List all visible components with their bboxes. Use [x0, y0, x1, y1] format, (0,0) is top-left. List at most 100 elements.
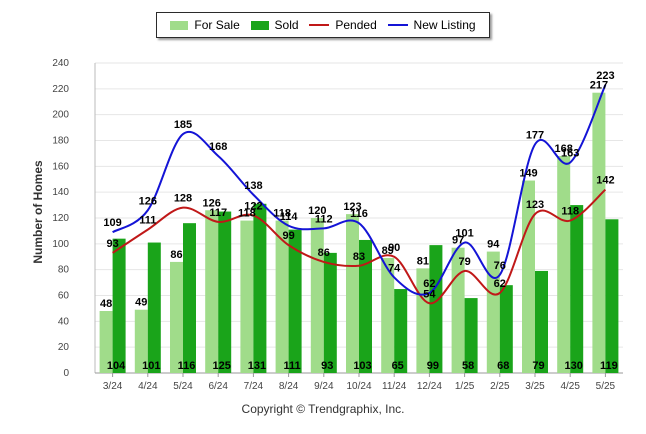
x-tick-label: 4/24 [138, 381, 158, 392]
x-tick-label: 3/25 [525, 381, 545, 392]
bar-sold [288, 229, 302, 373]
legend-label-new-listing: New Listing [413, 18, 476, 32]
bar-sold [605, 219, 619, 373]
bar-for-sale [205, 210, 219, 373]
data-label-for-sale: 89 [382, 245, 394, 257]
bar-sold [499, 285, 513, 373]
legend-swatch-new-listing [387, 24, 408, 26]
data-label-sold: 103 [353, 360, 371, 372]
data-label-sold: 104 [107, 360, 126, 372]
legend-item-sold: Sold [250, 18, 299, 32]
data-label-pended: 123 [526, 199, 544, 211]
y-tick-label: 40 [58, 316, 70, 327]
copyright-text: Copyright © Trendgraphix, Inc. [241, 402, 405, 416]
y-tick-label: 240 [52, 58, 69, 69]
data-label-for-sale: 149 [519, 168, 537, 180]
data-label-for-sale: 118 [238, 208, 256, 220]
data-label-pended: 54 [423, 288, 436, 300]
data-label-for-sale: 81 [417, 255, 429, 267]
bar-sold [253, 203, 267, 373]
data-label-new-listing: 116 [350, 208, 368, 220]
bar-for-sale [99, 311, 113, 373]
data-label-for-sale: 97 [452, 235, 464, 247]
y-tick-label: 220 [52, 84, 69, 95]
data-label-for-sale: 120 [308, 205, 326, 217]
legend-item-for-sale: For Sale [170, 18, 240, 32]
data-label-sold: 131 [248, 360, 266, 372]
bar-for-sale [275, 220, 289, 373]
x-tick-label: 11/24 [382, 381, 407, 392]
legend-label-sold: Sold [274, 18, 299, 32]
data-label-pended: 83 [353, 251, 365, 263]
data-label-sold: 65 [392, 360, 404, 372]
data-label-sold: 58 [462, 360, 474, 372]
bar-sold [218, 211, 232, 373]
legend-label-for-sale: For Sale [194, 18, 240, 32]
bar-for-sale [522, 180, 535, 373]
bar-sold [464, 298, 478, 373]
data-label-new-listing: 138 [244, 180, 262, 192]
x-tick-label: 3/24 [103, 381, 123, 392]
legend-swatch-pended [309, 24, 330, 26]
data-label-for-sale: 217 [590, 80, 608, 92]
data-label-pended: 90 [388, 242, 400, 254]
bar-for-sale [240, 220, 254, 373]
bar-for-sale [486, 251, 500, 373]
data-label-sold: 111 [284, 360, 301, 372]
data-label-sold: 130 [565, 360, 583, 372]
legend-item-new-listing: New Listing [387, 18, 476, 32]
data-label-pended: 128 [174, 193, 192, 205]
legend-item-pended: Pended [309, 18, 377, 32]
data-label-pended: 99 [282, 230, 294, 242]
data-label-pended: 86 [318, 247, 330, 259]
data-label-sold: 119 [600, 360, 618, 372]
data-label-new-listing: 74 [388, 262, 401, 274]
data-label-sold: 99 [427, 360, 439, 372]
data-label-for-sale: 94 [487, 239, 500, 251]
data-label-pended: 111 [139, 215, 156, 227]
data-label-sold: 93 [321, 360, 333, 372]
data-label-new-listing: 114 [280, 211, 299, 223]
data-label-new-listing: 112 [315, 213, 333, 225]
y-tick-label: 0 [63, 368, 69, 379]
x-tick-label: 5/25 [596, 381, 616, 392]
bar-sold [323, 252, 337, 373]
line-new-listing [112, 84, 607, 296]
bar-sold [147, 242, 161, 373]
bar-for-sale [346, 214, 359, 373]
y-tick-label: 100 [52, 239, 69, 250]
y-tick-label: 20 [58, 342, 70, 353]
legend-swatch-sold [250, 20, 269, 30]
data-label-new-listing: 177 [526, 129, 544, 141]
legend: For Sale Sold Pended New Listing [156, 12, 490, 38]
data-label-for-sale: 118 [273, 208, 291, 220]
bar-for-sale [592, 92, 606, 373]
data-label-new-listing: 223 [596, 70, 614, 82]
x-tick-label: 4/25 [560, 381, 580, 392]
data-labels: 48 104 93 109 49 101 111 126 86 116 128 185 126 125 11… [100, 70, 618, 372]
x-tick-label: 10/24 [346, 381, 371, 392]
x-tick-label: 6/24 [208, 381, 228, 392]
data-label-sold: 101 [142, 360, 160, 372]
x-tick-label: 5/24 [173, 381, 193, 392]
bar-for-sale [134, 309, 148, 373]
data-label-sold: 79 [532, 360, 544, 372]
data-label-for-sale: 123 [343, 201, 361, 213]
bar-sold [535, 270, 548, 373]
bar-sold [570, 205, 584, 373]
y-tick-label: 160 [52, 161, 69, 172]
y-tick-label: 60 [58, 291, 70, 302]
y-tick-label: 120 [52, 213, 69, 224]
data-label-sold: 116 [178, 360, 196, 372]
x-tick-label: 1/25 [455, 381, 475, 392]
legend-swatch-for-sale [170, 20, 189, 30]
bar-for-sale [170, 261, 183, 373]
y-tick-label: 80 [58, 265, 70, 276]
data-label-new-listing: 126 [139, 195, 157, 207]
line-pended [112, 188, 607, 305]
y-tick-label: 200 [52, 110, 69, 121]
bar-sold [359, 239, 372, 373]
data-label-pended: 117 [209, 207, 227, 219]
